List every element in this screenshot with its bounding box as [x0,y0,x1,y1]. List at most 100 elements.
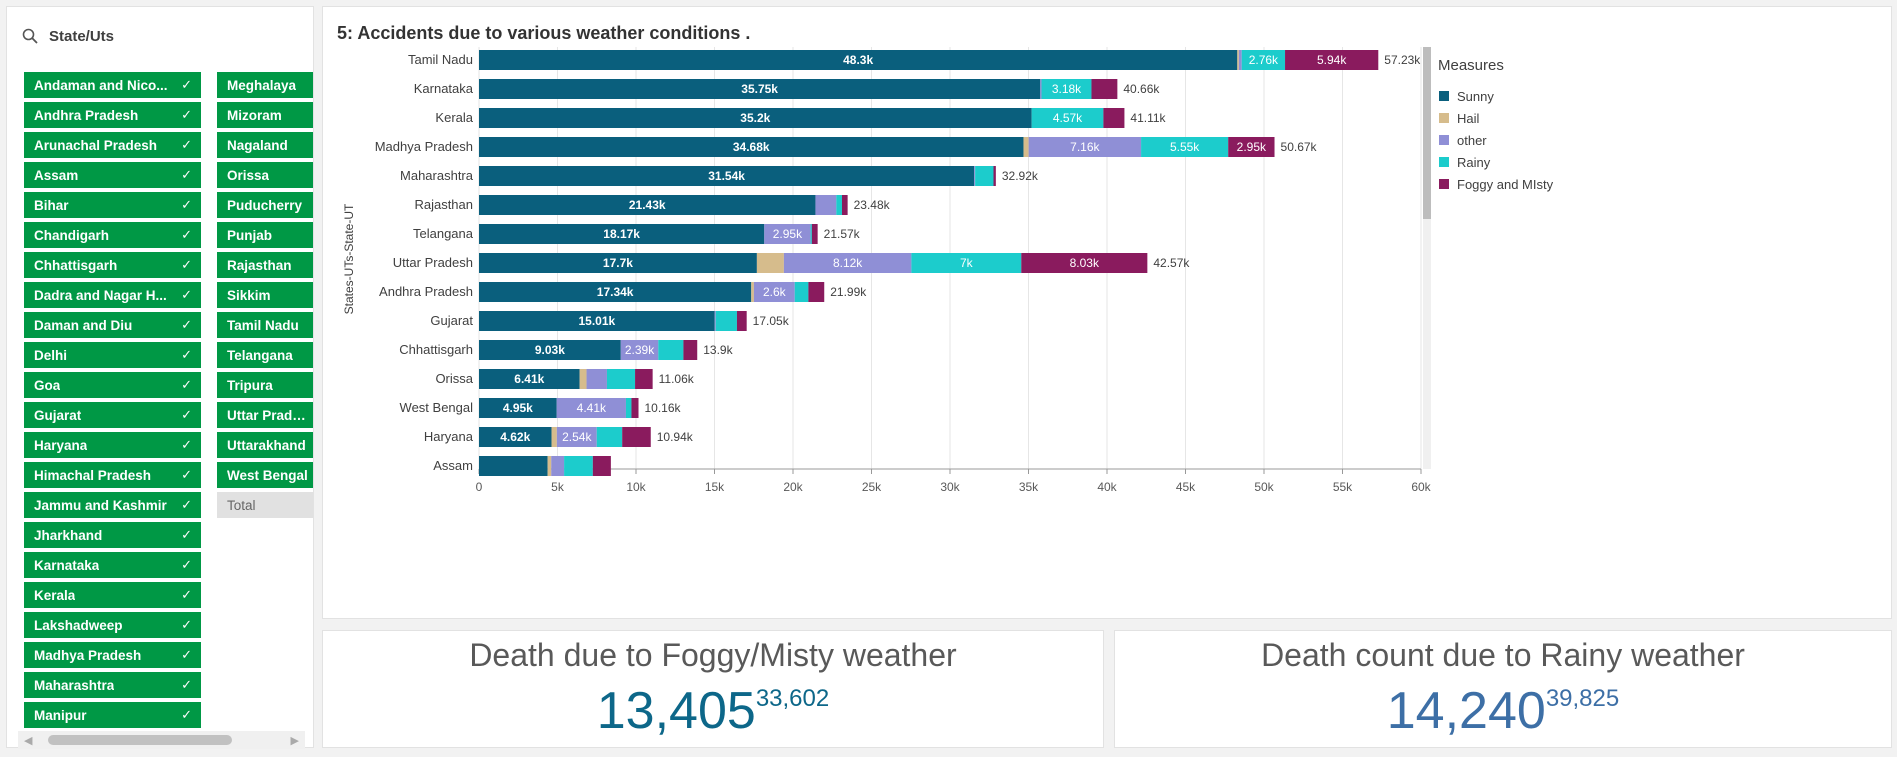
filter-item[interactable]: Karnataka ✓ [24,552,201,578]
filter-item[interactable]: Andaman and Nico... ✓ [24,72,201,98]
bar-segment-rainy[interactable] [836,195,842,215]
bar-segment-hail[interactable] [756,253,784,273]
filter-item[interactable]: Arunachal Pradesh ✓ [24,132,201,158]
bar-segment-other[interactable] [815,195,837,215]
filter-horizontal-scrollbar[interactable]: ◀ ▶ [18,731,305,749]
filter-item[interactable]: Punjab [217,222,313,248]
bar-segment-foggy-and-misty[interactable] [1285,50,1379,70]
filter-item[interactable]: Orissa [217,162,313,188]
filter-item[interactable]: Total [217,492,313,518]
filter-item[interactable]: Nagaland [217,132,313,158]
bar-segment-foggy-and-misty[interactable] [736,311,747,331]
bar-segment-sunny[interactable] [479,50,1238,70]
bar-segment-hail[interactable] [1237,50,1239,70]
bar-segment-foggy-and-misty[interactable] [1103,108,1125,128]
bar-segment-sunny[interactable] [479,166,975,186]
filter-item[interactable]: Daman and Diu ✓ [24,312,201,338]
bar-segment-sunny[interactable] [479,398,557,418]
bar-segment-rainy[interactable] [625,398,632,418]
bar-segment-rainy[interactable] [794,282,809,302]
filter-item[interactable]: Uttarakhand [217,432,313,458]
stacked-bar-chart[interactable]: 0 5k 10k 15k 20k 25k 30k 35k 40k 45k 50k 55k 60k Stat… [323,7,1893,620]
filter-item[interactable]: Bihar ✓ [24,192,201,218]
filter-item[interactable]: Andhra Pradesh ✓ [24,102,201,128]
bar-segment-hail[interactable] [751,282,754,302]
bar-segment-other[interactable] [764,224,811,244]
bar-segment-sunny[interactable] [479,195,816,215]
bar-segment-rainy[interactable] [1041,79,1092,99]
bar-segment-sunny[interactable] [479,253,757,273]
bar-segment-sunny[interactable] [479,137,1024,157]
bar-segment-sunny[interactable] [479,427,552,447]
filter-header[interactable]: State/Uts [7,7,313,65]
filter-item[interactable]: Delhi ✓ [24,342,201,368]
bar-segment-rainy[interactable] [1241,50,1286,70]
bar-segment-other[interactable] [783,253,912,273]
bar-segment-foggy-and-misty[interactable] [808,282,825,302]
bar-segment-rainy[interactable] [606,369,636,389]
bar-segment-foggy-and-misty[interactable] [1228,137,1275,157]
filter-item[interactable]: Madhya Pradesh ✓ [24,642,201,668]
filter-item[interactable]: Meghalaya [217,72,313,98]
bar-segment-other[interactable] [556,427,597,447]
bar-segment-other[interactable] [586,369,607,389]
filter-item[interactable]: Jharkhand ✓ [24,522,201,548]
bar-segment-sunny[interactable] [479,456,548,476]
bar-segment-foggy-and-misty[interactable] [631,398,639,418]
filter-item[interactable]: West Bengal [217,462,313,488]
bar-segment-foggy-and-misty[interactable] [1021,253,1148,273]
bar-segment-sunny[interactable] [479,282,752,302]
filter-item[interactable]: Puducherry [217,192,313,218]
filter-item[interactable]: Gujarat ✓ [24,402,201,428]
bar-segment-foggy-and-misty[interactable] [993,166,996,186]
filter-item[interactable]: Rajasthan [217,252,313,278]
filter-item[interactable]: Lakshadweep ✓ [24,612,201,638]
scrollbar-thumb[interactable] [48,735,232,745]
bar-segment-other[interactable] [556,398,626,418]
filter-item[interactable]: Tripura [217,372,313,398]
filter-item[interactable]: Himachal Pradesh ✓ [24,462,201,488]
filter-item[interactable]: Uttar Pradesh [217,402,313,428]
filter-item[interactable]: Maharashtra ✓ [24,672,201,698]
filter-item[interactable]: Telangana [217,342,313,368]
filter-item[interactable]: Tamil Nadu [217,312,313,338]
filter-item[interactable]: Haryana ✓ [24,432,201,458]
bar-segment-other[interactable] [974,166,976,186]
bar-segment-sunny[interactable] [479,369,580,389]
filter-item[interactable]: Goa ✓ [24,372,201,398]
bar-segment-hail[interactable] [1023,137,1029,157]
bar-segment-other[interactable] [1040,79,1042,99]
filter-item[interactable]: Mizoram [217,102,313,128]
bar-segment-other[interactable] [1028,137,1142,157]
chart-scrollbar-track[interactable] [1423,47,1431,469]
bar-segment-other[interactable] [620,340,659,360]
bar-segment-rainy[interactable] [596,427,623,447]
filter-item[interactable]: Jammu and Kashmir ✓ [24,492,201,518]
chart-scrollbar-thumb[interactable] [1423,47,1431,219]
bar-segment-rainy[interactable] [810,224,812,244]
bar-segment-hail[interactable] [547,456,552,476]
filter-item[interactable]: Assam ✓ [24,162,201,188]
bar-segment-sunny[interactable] [479,224,765,244]
bar-segment-foggy-and-misty[interactable] [635,369,653,389]
bar-segment-rainy[interactable] [975,166,994,186]
bar-segment-sunny[interactable] [479,340,621,360]
filter-item[interactable]: Chandigarh ✓ [24,222,201,248]
bar-segment-sunny[interactable] [479,79,1041,99]
bar-segment-foggy-and-misty[interactable] [1091,79,1118,99]
bar-segment-rainy[interactable] [911,253,1022,273]
scroll-left-icon[interactable]: ◀ [24,735,33,747]
bar-segment-foggy-and-misty[interactable] [592,456,611,476]
bar-segment-foggy-and-misty[interactable] [811,224,818,244]
bar-segment-other[interactable] [551,456,565,476]
bar-segment-other[interactable] [714,311,716,331]
bar-segment-rainy[interactable] [658,340,684,360]
bar-segment-foggy-and-misty[interactable] [622,427,651,447]
bar-segment-rainy[interactable] [715,311,737,331]
filter-item[interactable]: Manipur ✓ [24,702,201,728]
filter-item[interactable]: Sikkim [217,282,313,308]
bar-segment-foggy-and-misty[interactable] [683,340,698,360]
filter-item[interactable]: Chhattisgarh ✓ [24,252,201,278]
bar-segment-rainy[interactable] [1141,137,1229,157]
bar-segment-hail[interactable] [579,369,587,389]
